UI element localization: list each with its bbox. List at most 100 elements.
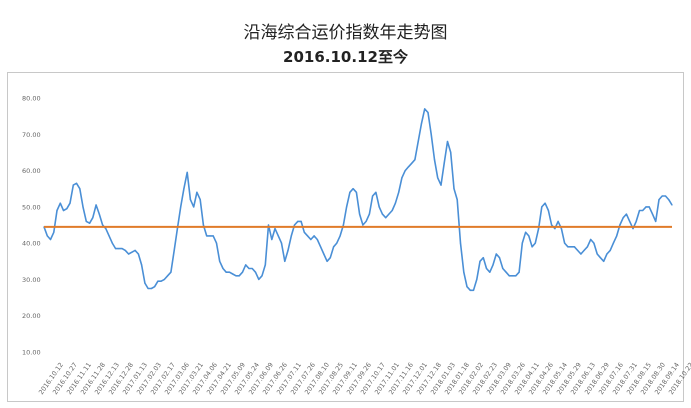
series-point [219,260,221,262]
series-point [92,217,94,219]
series-point [69,202,71,204]
series-point [170,271,172,273]
series-point [668,199,670,201]
series-point [180,206,182,208]
series-point [590,238,592,241]
series-point [599,257,602,259]
series-point [469,289,471,291]
series-point [466,286,468,288]
series-point [199,199,201,201]
series-point [388,213,390,215]
series-point [82,206,84,208]
series-point [254,271,257,273]
series-point [498,257,501,259]
series-point [476,278,478,280]
series-point [655,220,657,222]
series-point [241,271,244,273]
series-point [547,209,550,212]
series-point [271,238,273,241]
series-point [111,242,113,244]
series-point [567,246,569,248]
series-point [411,162,413,164]
series-point [118,248,120,250]
series-point [629,220,631,222]
y-tick-label: 80.00 [22,95,41,103]
series-point [658,199,660,201]
series-point [492,264,494,266]
series-point [417,140,419,143]
series-point [248,267,250,270]
series-point [427,111,429,114]
series-point [525,231,527,233]
series-point [232,273,234,275]
series-point [661,195,663,197]
series-point [215,242,218,244]
series-point [108,235,110,237]
series-point [368,213,370,215]
series-point [352,188,354,190]
series-point [189,199,191,201]
series-point [245,264,247,266]
series-point [394,202,396,204]
series-point [551,224,553,226]
series-point [150,287,152,290]
series-point [375,191,377,193]
series-point [186,171,188,173]
series-point [284,260,286,262]
series-point [105,228,107,230]
series-point [212,235,214,237]
series-point [505,271,507,273]
y-tick-label: 50.00 [22,203,41,211]
series-point [511,275,514,277]
series-point [359,213,361,215]
series-point [98,213,100,215]
series-point [251,267,253,270]
series-point [648,206,650,208]
series-point [485,267,488,270]
series-point [72,184,74,186]
series-point [176,228,178,230]
series-point [121,248,123,250]
series-point [482,257,484,259]
series-point [79,188,81,190]
series-point [404,170,406,172]
series-point [115,248,117,250]
series-point [128,253,130,255]
series-point [391,209,393,212]
series-point [297,220,299,222]
series-point [196,191,198,193]
y-tick-label: 40.00 [22,240,41,248]
series-point [440,184,442,186]
series-point [538,228,540,230]
series-point [300,220,302,222]
series-point [495,253,497,255]
series-point [606,253,608,255]
series-point [557,220,559,222]
series-point [349,191,351,193]
series-point [593,242,595,244]
series-point [609,249,611,251]
series-point [307,235,309,237]
series-point [645,206,647,208]
series-point [336,242,338,244]
series-point [277,235,279,237]
series-point [157,280,159,282]
series-point [144,282,146,284]
series-point [293,224,296,226]
series-point [202,224,204,226]
series-point [222,267,224,270]
series-point [596,253,598,255]
series-point [671,204,673,206]
series-point [463,271,465,273]
series-point [450,151,452,153]
series-point [407,166,409,168]
series-point [508,275,510,277]
series-point [577,249,579,251]
chart-subtitle: 2016.10.12至今 [283,48,408,66]
series-point [616,235,618,237]
series-point [167,275,169,277]
series-point [420,122,423,124]
series-point [310,238,312,241]
series-point [632,228,634,230]
